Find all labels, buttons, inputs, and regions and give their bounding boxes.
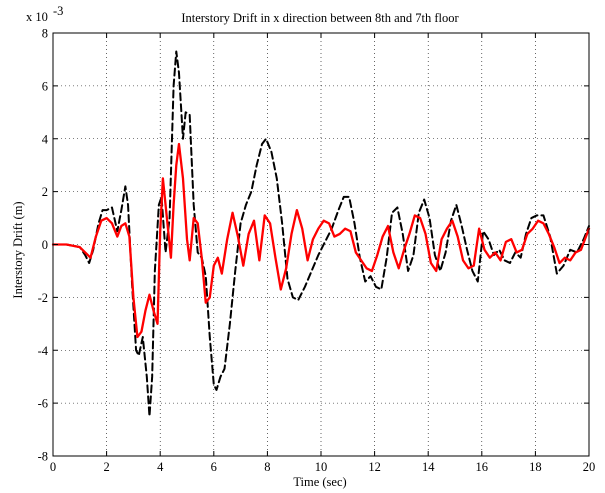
y-tick-label: -2	[38, 291, 48, 305]
y-tick-label: 6	[42, 79, 48, 93]
x-tick-label: 18	[529, 460, 542, 474]
tick-labels: 0 2 4 6 8 10 12 14 16 18 20 -8 -6 -4 -2 0 2 4 6 8	[38, 27, 596, 475]
y-tick-label: 8	[42, 27, 48, 41]
y-axis-label: Interstory Drift (m)	[11, 201, 25, 298]
y-tick-label: 4	[42, 132, 49, 146]
y-multiplier-exponent: -3	[53, 4, 63, 18]
x-tick-label: 0	[50, 460, 56, 474]
x-tick-label: 8	[264, 460, 270, 474]
y-multiplier-label: x 10	[26, 10, 48, 24]
series-layer	[51, 50, 591, 418]
x-tick-label: 10	[315, 460, 328, 474]
y-tick-label: -6	[38, 397, 48, 411]
tick-marks	[52, 32, 590, 457]
x-tick-label: 14	[422, 460, 435, 474]
y-tick-label: 2	[42, 185, 48, 199]
x-axis-label: Time (sec)	[293, 475, 346, 489]
x-tick-label: 12	[368, 460, 381, 474]
grid-lines	[53, 33, 589, 456]
chart-title: Interstory Drift in x direction between …	[181, 11, 459, 25]
x-tick-label: 20	[583, 460, 596, 474]
y-tick-label: -8	[38, 450, 48, 464]
series-black-dashed-line	[52, 50, 590, 418]
y-tick-label: 0	[42, 238, 48, 252]
x-tick-label: 16	[476, 460, 489, 474]
x-tick-label: 6	[211, 460, 217, 474]
x-tick-label: 2	[103, 460, 109, 474]
series-red-solid-line	[51, 142, 591, 339]
y-tick-label: -4	[38, 344, 49, 358]
x-tick-label: 4	[157, 460, 164, 474]
